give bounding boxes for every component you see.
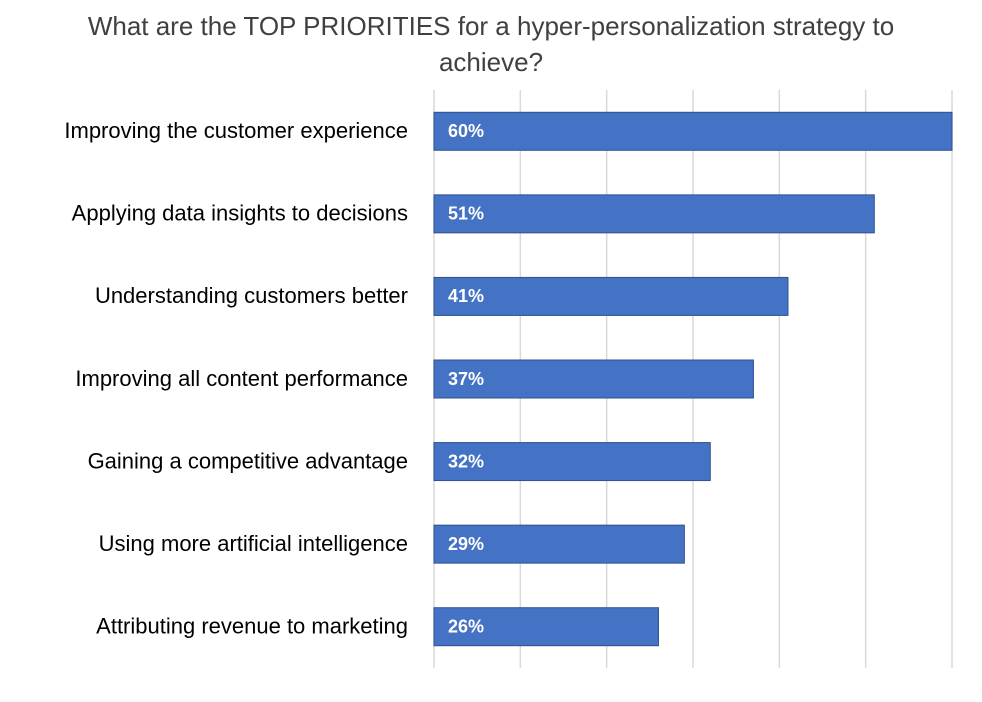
bar — [433, 442, 711, 482]
data-label: 37% — [448, 369, 484, 389]
category-label: Improving all content performance — [75, 366, 408, 391]
category-label: Gaining a competitive advantage — [88, 448, 408, 473]
data-label: 41% — [448, 286, 484, 306]
data-label: 51% — [448, 204, 484, 224]
category-labels: Improving the customer experience Applyin… — [64, 118, 408, 638]
data-label: 29% — [448, 534, 484, 554]
category-label: Understanding customers better — [95, 283, 408, 308]
bar — [433, 359, 754, 399]
data-label: 32% — [448, 451, 484, 471]
category-label: Improving the customer experience — [64, 118, 408, 143]
bar — [433, 607, 659, 647]
category-label: Applying data insights to decisions — [72, 201, 408, 226]
data-label: 26% — [448, 616, 484, 636]
bar — [433, 524, 685, 564]
category-label: Attributing revenue to marketing — [96, 614, 408, 639]
bar — [433, 111, 953, 151]
category-label: Using more artificial intelligence — [99, 531, 408, 556]
bars — [433, 111, 953, 647]
bar — [433, 194, 875, 234]
data-labels: 60% 51% 41% 37% 32% 29% 26% — [448, 121, 484, 636]
chart-title-line-1: What are the TOP PRIORITIES for a hyper-… — [87, 11, 895, 41]
chart-title: What are the TOP PRIORITIES for a hyper-… — [0, 8, 982, 80]
chart-title-line-2: achieve? — [438, 47, 544, 77]
bar — [433, 276, 789, 316]
data-label: 60% — [448, 121, 484, 141]
